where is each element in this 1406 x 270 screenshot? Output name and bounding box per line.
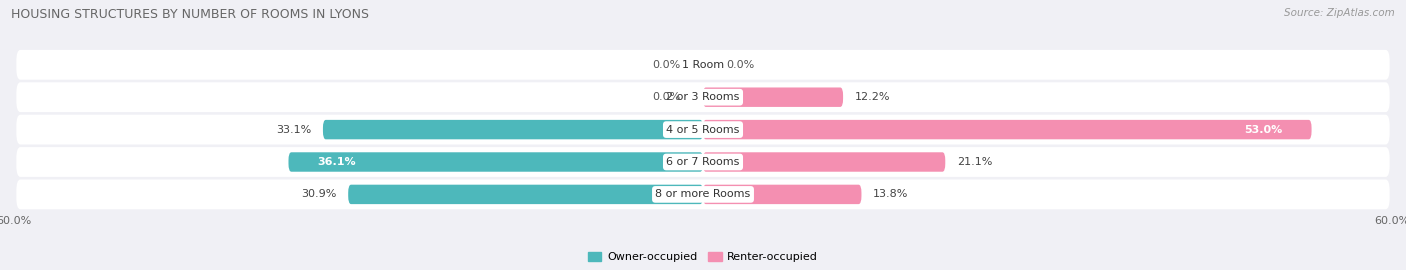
FancyBboxPatch shape [703,185,862,204]
Text: 0.0%: 0.0% [652,60,681,70]
Text: 4 or 5 Rooms: 4 or 5 Rooms [666,124,740,135]
Text: 6 or 7 Rooms: 6 or 7 Rooms [666,157,740,167]
Text: HOUSING STRUCTURES BY NUMBER OF ROOMS IN LYONS: HOUSING STRUCTURES BY NUMBER OF ROOMS IN… [11,8,370,21]
Text: 12.2%: 12.2% [855,92,890,102]
Text: 33.1%: 33.1% [276,124,312,135]
FancyBboxPatch shape [703,152,945,172]
Text: 13.8%: 13.8% [873,189,908,200]
FancyBboxPatch shape [288,152,703,172]
Text: 53.0%: 53.0% [1244,124,1282,135]
FancyBboxPatch shape [703,120,1312,139]
FancyBboxPatch shape [17,147,1389,177]
FancyBboxPatch shape [703,87,844,107]
FancyBboxPatch shape [17,180,1389,209]
Text: 36.1%: 36.1% [318,157,356,167]
FancyBboxPatch shape [17,115,1389,144]
FancyBboxPatch shape [349,185,703,204]
Text: 1 Room: 1 Room [682,60,724,70]
Text: 8 or more Rooms: 8 or more Rooms [655,189,751,200]
Text: Source: ZipAtlas.com: Source: ZipAtlas.com [1284,8,1395,18]
Text: 2 or 3 Rooms: 2 or 3 Rooms [666,92,740,102]
Text: 30.9%: 30.9% [301,189,336,200]
Text: 0.0%: 0.0% [725,60,754,70]
Text: 0.0%: 0.0% [652,92,681,102]
Text: 21.1%: 21.1% [956,157,993,167]
Legend: Owner-occupied, Renter-occupied: Owner-occupied, Renter-occupied [583,247,823,266]
FancyBboxPatch shape [17,50,1389,80]
FancyBboxPatch shape [17,82,1389,112]
FancyBboxPatch shape [323,120,703,139]
